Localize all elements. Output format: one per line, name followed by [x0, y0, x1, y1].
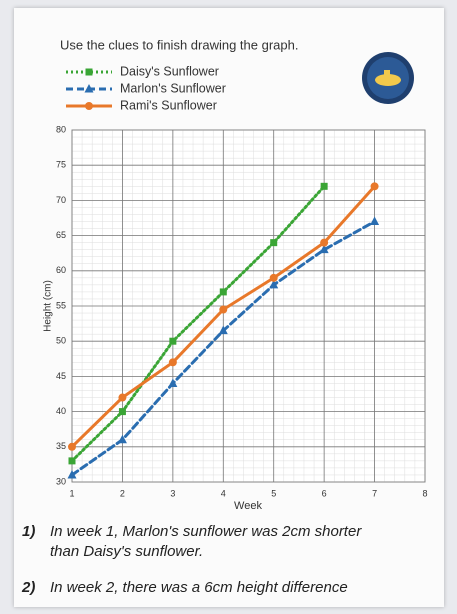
- clue-text: In week 1, Marlon's sunflower was 2cm sh…: [50, 522, 390, 562]
- marker: [68, 443, 76, 451]
- y-tick-label: 35: [56, 441, 66, 451]
- marker: [169, 358, 177, 366]
- y-tick-label: 45: [56, 371, 66, 381]
- x-tick-label: 4: [221, 488, 226, 498]
- marker: [119, 408, 126, 415]
- marker: [69, 457, 76, 464]
- y-tick-label: 70: [56, 195, 66, 205]
- marker: [118, 394, 126, 402]
- marker: [169, 338, 176, 345]
- badge-icon: [362, 52, 414, 104]
- chart: Use the clues to finish drawing the grap…: [0, 0, 457, 520]
- marker: [219, 306, 227, 314]
- marker: [85, 102, 93, 110]
- marker: [220, 288, 227, 295]
- x-tick-label: 5: [271, 488, 276, 498]
- y-tick-label: 65: [56, 230, 66, 240]
- x-tick-label: 7: [372, 488, 377, 498]
- clue-number: 2): [22, 578, 50, 598]
- clues: 1)In week 1, Marlon's sunflower was 2cm …: [22, 522, 422, 614]
- x-tick-label: 3: [170, 488, 175, 498]
- page: {"chart_data": {"type": "line", "title":…: [0, 0, 457, 607]
- x-tick-label: 1: [69, 488, 74, 498]
- marker: [321, 183, 328, 190]
- y-tick-label: 55: [56, 300, 66, 310]
- x-tick-label: 6: [322, 488, 327, 498]
- chart-title: Use the clues to finish drawing the grap…: [60, 37, 298, 52]
- marker: [320, 239, 328, 247]
- legend-label: Marlon's Sunflower: [120, 81, 226, 95]
- legend-item: Daisy's Sunflower: [66, 64, 219, 78]
- y-tick-label: 30: [56, 476, 66, 486]
- clue: 2)In week 2, there was a 6cm height diff…: [22, 578, 422, 598]
- legend-label: Rami's Sunflower: [120, 98, 217, 112]
- x-tick-label: 8: [422, 488, 427, 498]
- legend-item: Marlon's Sunflower: [66, 81, 226, 95]
- marker: [371, 182, 379, 190]
- y-tick-label: 75: [56, 160, 66, 170]
- y-tick-label: 60: [56, 265, 66, 275]
- marker: [270, 274, 278, 282]
- y-tick-label: 80: [56, 124, 66, 134]
- y-tick-label: 50: [56, 336, 66, 346]
- x-tick-label: 2: [120, 488, 125, 498]
- legend-item: Rami's Sunflower: [66, 98, 217, 112]
- y-axis-label: Height (cm): [43, 280, 54, 332]
- clue: 1)In week 1, Marlon's sunflower was 2cm …: [22, 522, 422, 562]
- legend-label: Daisy's Sunflower: [120, 64, 219, 78]
- marker: [270, 239, 277, 246]
- clue-text: In week 2, there was a 6cm height differ…: [50, 578, 390, 598]
- marker: [86, 69, 93, 76]
- y-tick-label: 40: [56, 406, 66, 416]
- x-axis-label: Week: [234, 500, 262, 512]
- clue-number: 1): [22, 522, 50, 562]
